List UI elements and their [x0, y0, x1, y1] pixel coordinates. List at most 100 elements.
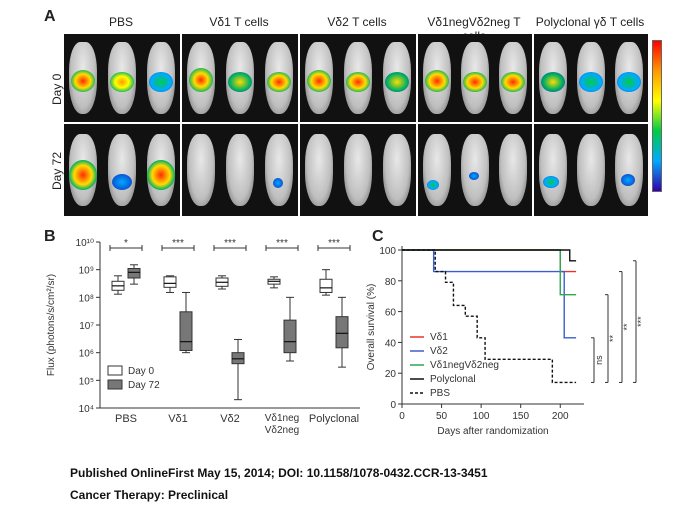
panel-a-letter: A: [44, 8, 56, 25]
box-day72: [179, 311, 193, 351]
x-tick-label: 200: [552, 411, 569, 422]
mouse: [343, 42, 372, 114]
mouse: [539, 134, 567, 206]
x-tick-label: PBS: [115, 413, 137, 425]
legend-swatch: [107, 365, 123, 376]
pbs-day0-mice: [64, 34, 182, 122]
legend-label: Day 72: [128, 380, 160, 391]
publication-info: Published OnlineFirst May 15, 2014; DOI:…: [70, 466, 488, 480]
mouse: [423, 42, 451, 114]
survival-curve: [402, 249, 577, 384]
sig-label: **: [608, 335, 618, 343]
group-label-polyclonal: Polyclonal γδ T cells: [535, 15, 645, 29]
mouse: [577, 42, 605, 114]
polyclonal-day0-mice: [534, 34, 648, 122]
y-tick-label: 10⁵: [79, 376, 94, 387]
mouse: [146, 134, 175, 206]
y-tick-label: 0: [390, 400, 396, 411]
mouse: [225, 42, 254, 114]
legend-label: Vδ2: [430, 346, 448, 357]
survival-curve: [402, 249, 577, 339]
vd2-day72-mice: [300, 124, 418, 216]
y-tick-label: 80: [385, 277, 397, 288]
sig-label: ***: [636, 316, 646, 327]
y-tick-label: 40: [385, 338, 397, 349]
luminescence-colorbar: [652, 40, 662, 192]
mouse: [305, 134, 334, 206]
y-tick-label: 10¹⁰: [76, 238, 94, 249]
x-tick-label: 50: [436, 411, 448, 422]
mouse: [382, 42, 411, 114]
x-tick-label: 150: [512, 411, 529, 422]
sig-label: ns: [594, 355, 604, 365]
x-tick-label: Polyclonal: [309, 413, 359, 425]
y-tick-label: 10⁴: [79, 404, 94, 415]
y-tick-label: 10⁶: [79, 349, 94, 360]
survival-chart: 0 20 40 60 80 100 0 50 100 150 200 Overall survival…: [366, 246, 646, 437]
sig-label: **: [622, 323, 632, 331]
x-tick-label: Vδ2: [220, 413, 240, 425]
mouse: [461, 42, 489, 114]
y-axis-label: Overall survival (%): [366, 284, 377, 371]
mouse: [343, 134, 372, 206]
vd1-day72-mice: [182, 124, 300, 216]
y-tick-label: 100: [379, 246, 396, 257]
y-tick-label: 20: [385, 369, 397, 380]
survival-curve: [402, 249, 577, 273]
box-day0: [163, 276, 177, 288]
panel-b-letter: B: [44, 228, 56, 245]
bioluminescence-day72-strip: [64, 124, 648, 216]
sig-label: ***: [224, 238, 236, 249]
x-tick-label: Vδ1neg: [265, 413, 299, 424]
mouse: [461, 134, 489, 206]
legend-label: Polyclonal: [430, 374, 476, 385]
boxplot-chart: 10⁴ 10⁵ 10⁶ 10⁷ 10⁸ 10⁹ 10¹⁰ Flux (photons/s/cm…: [46, 238, 360, 436]
survival-curve: [402, 249, 577, 296]
mouse: [187, 134, 216, 206]
x-tick-label: 0: [399, 411, 405, 422]
sig-label: ***: [172, 238, 184, 249]
group-label-vd1: Vδ1 T cells: [209, 15, 269, 29]
legend-label: Vδ1: [430, 332, 448, 343]
sig-label: *: [124, 238, 128, 249]
mouse: [577, 134, 605, 206]
pbs-day72-mice: [64, 124, 182, 216]
mouse: [499, 42, 527, 114]
vd1-day0-mice: [182, 34, 300, 122]
row-label-day72: Day 72: [50, 151, 64, 190]
legend-label: PBS: [430, 388, 450, 399]
mouse: [69, 134, 98, 206]
mouse: [305, 42, 334, 114]
section-label: Cancer Therapy: Preclinical: [70, 488, 229, 502]
neg-day72-mice: [418, 124, 534, 216]
y-tick-label: 10⁸: [79, 293, 94, 304]
mouse: [146, 42, 175, 114]
neg-day0-mice: [418, 34, 534, 122]
legend-label: Day 0: [128, 366, 155, 377]
box-day72: [335, 316, 349, 349]
group-label-vd2: Vδ2 T cells: [327, 15, 387, 29]
y-axis-label: Flux (photons/s/cm²/sr): [46, 274, 57, 376]
y-tick-label: 10⁹: [79, 266, 94, 277]
y-tick-label: 60: [385, 308, 397, 319]
bioluminescence-day0-strip: [64, 34, 648, 122]
polyclonal-day72-mice: [534, 124, 648, 216]
mouse: [615, 134, 643, 206]
mouse: [69, 42, 98, 114]
box-day72: [283, 319, 297, 354]
mouse: [187, 42, 216, 114]
mouse: [107, 42, 136, 114]
mouse: [382, 134, 411, 206]
mouse: [539, 42, 567, 114]
sig-label: ***: [276, 238, 288, 249]
row-label-day0: Day 0: [50, 73, 64, 105]
box-day72: [127, 268, 141, 279]
mouse: [264, 42, 293, 114]
survival-curve: [402, 249, 577, 262]
box-day0: [319, 278, 333, 293]
box-day72: [231, 352, 245, 365]
mouse: [499, 134, 527, 206]
x-tick-label: Vδ1: [168, 413, 188, 425]
panel-c-letter: C: [372, 228, 384, 245]
mouse: [264, 134, 293, 206]
